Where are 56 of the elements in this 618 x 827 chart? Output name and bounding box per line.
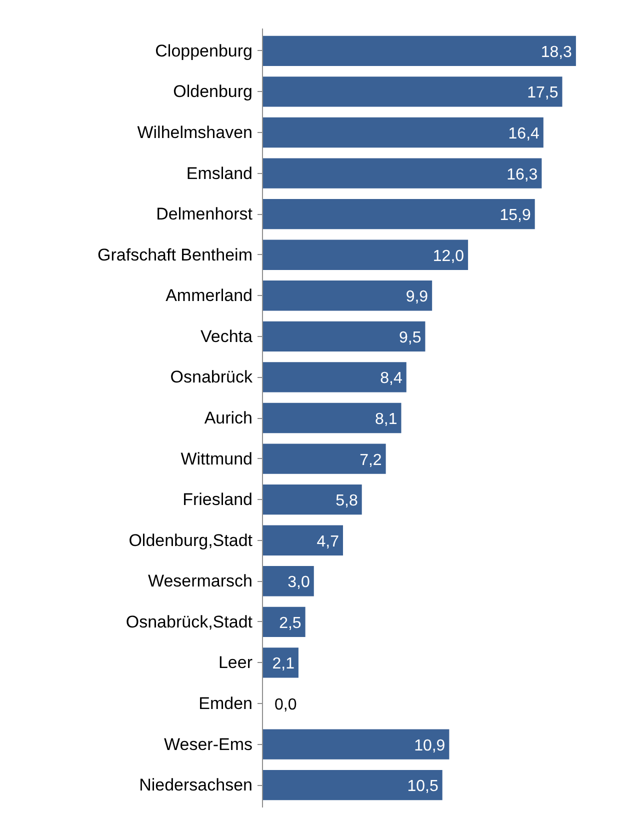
bar	[262, 484, 362, 515]
bar	[262, 402, 402, 434]
data-label: 7,2	[360, 452, 382, 469]
y-tick-label: Grafschaft Bentheim	[98, 245, 253, 264]
bar	[262, 770, 442, 800]
y-tick-label: Vechta	[200, 326, 254, 346]
y-tick-label: Osnabrück,Stadt	[126, 612, 253, 632]
bar	[262, 198, 535, 230]
data-label: 2,1	[272, 656, 295, 673]
y-tick-label: Friesland	[182, 490, 253, 510]
data-label: 10,9	[414, 737, 446, 754]
y-tick-label: Weser-Ems	[164, 734, 253, 754]
data-label: 9,9	[406, 288, 428, 306]
bar	[262, 36, 576, 66]
data-label: 10,5	[407, 778, 438, 796]
bar	[262, 158, 542, 188]
y-tick-label: Emden	[198, 694, 253, 713]
data-label: 17,5	[527, 84, 558, 102]
y-tick-label: Leer	[218, 653, 253, 672]
data-label: 12,0	[432, 248, 464, 265]
data-label: 16,3	[506, 166, 538, 184]
data-label: 4,7	[316, 533, 340, 550]
y-tick-label: Oldenburg,Stadt	[128, 530, 253, 550]
y-tick-label: Niedersachsen	[139, 776, 253, 795]
bar	[262, 566, 314, 596]
y-tick-label: Ammerland	[166, 286, 253, 306]
bar	[262, 444, 386, 474]
y-tick-label: Osnabrück	[170, 368, 253, 387]
y-tick-label: Emsland	[186, 164, 252, 183]
y-tick-label: Delmenhorst	[156, 204, 253, 224]
y-tick-label: Wilhelmshaven	[137, 123, 252, 142]
data-label: 2,5	[279, 614, 302, 632]
bar	[262, 321, 426, 352]
data-label: 3,0	[288, 574, 310, 592]
bar	[262, 525, 344, 556]
bar	[262, 280, 432, 311]
y-tick-label: Wittmund	[180, 449, 253, 468]
data-label: 8,4	[380, 370, 402, 388]
bar	[262, 76, 562, 107]
y-tick-label: Cloppenburg	[155, 41, 253, 60]
bar	[262, 240, 468, 270]
data-label: 9,5	[398, 329, 422, 346]
y-tick-label: Oldenburg	[173, 82, 252, 102]
data-label: 8,1	[375, 411, 398, 428]
bar	[262, 117, 544, 148]
bar	[262, 362, 406, 392]
y-tick-label: Aurich	[204, 408, 252, 428]
bar	[262, 606, 306, 638]
data-label: 16,4	[508, 126, 540, 143]
data-label: 18,3	[540, 44, 572, 61]
y-tick-label: Wesermarsch	[148, 572, 253, 591]
data-label: 15,9	[500, 207, 531, 224]
bar	[262, 648, 298, 678]
data-label: 5,8	[336, 492, 358, 510]
bar	[262, 729, 450, 760]
data-label: 0,0	[274, 696, 297, 714]
